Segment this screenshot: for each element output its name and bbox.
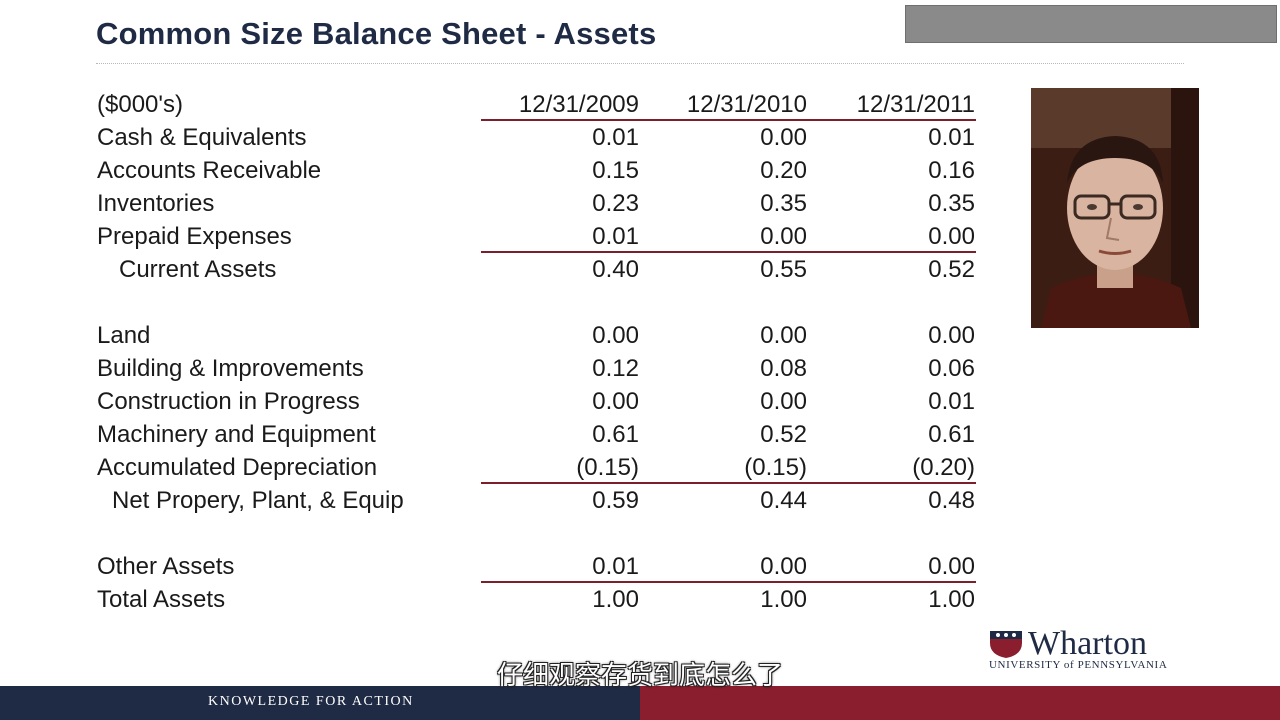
cell-value: 0.00 [760, 124, 807, 151]
cell-value: (0.15) [576, 454, 639, 481]
row-label: Other Assets [97, 553, 235, 580]
cell-value: 0.40 [592, 256, 639, 283]
cell-value: 0.35 [928, 190, 975, 217]
row-label: Accounts Receivable [97, 157, 322, 184]
row-label: Accumulated Depreciation [97, 454, 378, 481]
cell-value: 0.59 [592, 487, 639, 514]
header-rule [481, 119, 976, 121]
cell-value: 0.15 [592, 157, 639, 184]
footer-tagline: KNOWLEDGE FOR ACTION [208, 694, 414, 709]
table-row: Machinery and Equipment 0.61 0.52 0.61 [96, 418, 976, 451]
row-label: Prepaid Expenses [97, 223, 292, 250]
column-header-2009: 12/31/2009 [518, 91, 639, 118]
cell-value: 0.52 [928, 256, 975, 283]
table-row: Construction in Progress 0.00 0.00 0.01 [96, 385, 976, 418]
logo-wordmark: Wharton [1028, 625, 1147, 662]
units-label: ($000's) [97, 91, 183, 118]
column-header-2010: 12/31/2010 [686, 91, 807, 118]
cell-value: 0.08 [760, 355, 807, 382]
row-label: Current Assets [119, 256, 277, 283]
cell-value: 0.01 [592, 553, 639, 580]
logo-subtitle: UNIVERSITY of PENNSYLVANIA [989, 659, 1168, 671]
cell-value: 0.16 [928, 157, 975, 184]
cell-value: 0.00 [760, 553, 807, 580]
cell-value: 0.01 [928, 388, 975, 415]
presenter-video [1031, 88, 1199, 328]
row-label: Land [97, 322, 151, 349]
balance-sheet-table: ($000's) 12/31/2009 12/31/2010 12/31/201… [96, 88, 976, 616]
cell-value: (0.20) [912, 454, 975, 481]
cell-value: 0.44 [760, 487, 807, 514]
cell-value: 0.00 [592, 322, 639, 349]
subtotal-rule [481, 482, 976, 484]
cell-value: 0.01 [592, 223, 639, 250]
wharton-logo: Wharton UNIVERSITY of PENNSYLVANIA [988, 627, 1198, 673]
row-label: Machinery and Equipment [97, 421, 376, 448]
slide-title: Common Size Balance Sheet - Assets [96, 16, 657, 51]
table-row-total: Total Assets 1.00 1.00 1.00 [96, 583, 976, 616]
row-spacer [96, 286, 976, 319]
cell-value: 0.06 [928, 355, 975, 382]
total-rule [481, 581, 976, 583]
cell-value: 0.61 [592, 421, 639, 448]
row-label: Cash & Equivalents [97, 124, 307, 151]
cell-value: 0.55 [760, 256, 807, 283]
table-row-subtotal: Net Propery, Plant, & Equip 0.59 0.44 0.… [96, 484, 976, 517]
cell-value: 0.61 [928, 421, 975, 448]
row-label: Inventories [97, 190, 215, 217]
footer-left-bar: KNOWLEDGE FOR ACTION [0, 686, 640, 720]
cell-value: 0.01 [592, 124, 639, 151]
cell-value: 0.35 [760, 190, 807, 217]
footer-right-bar [640, 686, 1280, 720]
title-divider [96, 63, 1184, 64]
subtotal-rule [481, 251, 976, 253]
cell-value: 0.48 [928, 487, 975, 514]
table-header-row: ($000's) 12/31/2009 12/31/2010 12/31/201… [96, 88, 976, 121]
cell-value: 0.01 [928, 124, 975, 151]
wharton-shield-icon [990, 631, 1022, 658]
row-label: Total Assets [97, 586, 226, 613]
cell-value: 0.12 [592, 355, 639, 382]
cell-value: 0.20 [760, 157, 807, 184]
cell-value: 0.23 [592, 190, 639, 217]
cell-value: 0.52 [760, 421, 807, 448]
cell-value: 0.00 [760, 322, 807, 349]
table-row-subtotal: Current Assets 0.40 0.55 0.52 [96, 253, 976, 286]
cell-value: 0.00 [928, 223, 975, 250]
presenter-portrait [1031, 88, 1199, 328]
table-row: Other Assets 0.01 0.00 0.00 [96, 550, 976, 583]
cell-value: 0.00 [928, 553, 975, 580]
video-subtitle: 仔细观察存货到底怎么了 [496, 661, 783, 691]
cell-value: (0.15) [744, 454, 807, 481]
table-row: Cash & Equivalents 0.01 0.00 0.01 [96, 121, 976, 154]
row-label: Net Propery, Plant, & Equip [112, 487, 404, 514]
row-label: Construction in Progress [97, 388, 360, 415]
cell-value: 1.00 [760, 586, 807, 613]
row-spacer [96, 517, 976, 550]
table-row: Inventories 0.23 0.35 0.35 [96, 187, 976, 220]
cell-value: 0.00 [760, 388, 807, 415]
column-header-2011: 12/31/2011 [856, 91, 975, 118]
table-row: Accumulated Depreciation (0.15) (0.15) (… [96, 451, 976, 484]
table-row: Building & Improvements 0.12 0.08 0.06 [96, 352, 976, 385]
table-row: Land 0.00 0.00 0.00 [96, 319, 976, 352]
cell-value: 0.00 [928, 322, 975, 349]
cell-value: 0.00 [760, 223, 807, 250]
table-row: Prepaid Expenses 0.01 0.00 0.00 [96, 220, 976, 253]
table-row: Accounts Receivable 0.15 0.20 0.16 [96, 154, 976, 187]
cell-value: 0.00 [592, 388, 639, 415]
row-label: Building & Improvements [97, 355, 364, 382]
corner-banner [905, 5, 1277, 43]
cell-value: 1.00 [592, 586, 639, 613]
cell-value: 1.00 [928, 586, 975, 613]
